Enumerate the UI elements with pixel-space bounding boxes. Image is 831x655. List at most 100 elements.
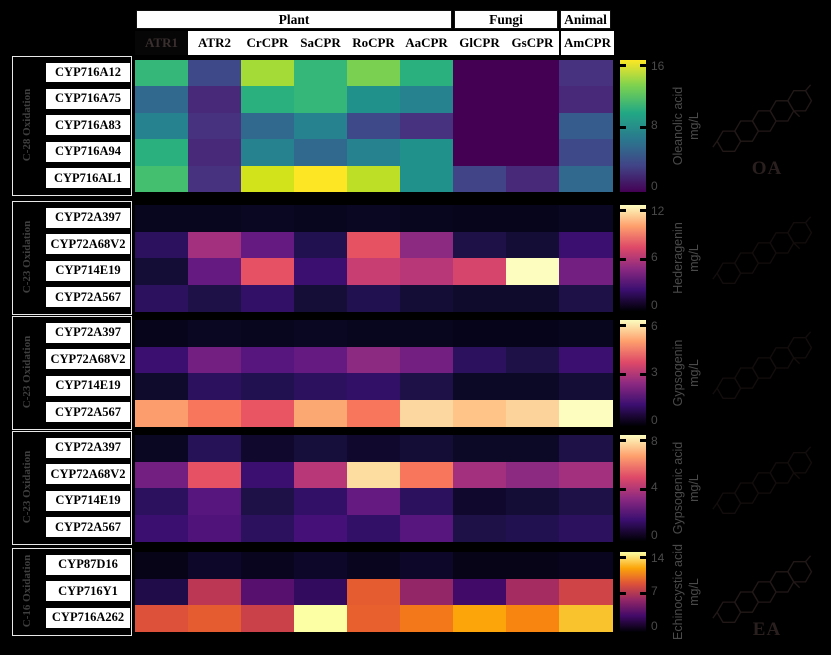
oxidation-group-frame <box>12 316 132 430</box>
row-label-cyp716a12: CYP716A12 <box>45 61 131 84</box>
colorbar-tick-label: 0 <box>651 528 658 542</box>
colorbar-tick-mark <box>640 556 646 559</box>
heatmap-cell <box>506 461 560 489</box>
row-label-cyp72a68v2: CYP72A68V2 <box>45 233 131 255</box>
heatmap-cell <box>347 346 401 374</box>
heatmap-cell <box>294 346 348 374</box>
heatmap-cell <box>347 231 401 259</box>
heatmap-cell <box>506 514 560 542</box>
colorbar-tick-mark <box>640 488 646 491</box>
oxidation-group-frame <box>12 201 132 315</box>
heatmap-cell <box>241 488 295 515</box>
heatmap-cell <box>400 578 454 606</box>
row-label-cyp716a75: CYP716A75 <box>45 87 131 110</box>
row-label-cyp72a397: CYP72A397 <box>45 321 131 344</box>
group-header-plant: Plant <box>136 10 452 29</box>
colorbar-tick-mark <box>640 324 646 327</box>
heatmap-cell <box>347 258 401 285</box>
heatmap-cell <box>135 578 189 606</box>
heatmap-cell <box>453 605 507 633</box>
heatmap-cell <box>135 139 189 167</box>
colorbar-tick-label: 8 <box>651 118 658 132</box>
heatmap-cell <box>347 165 401 193</box>
heatmap-cell <box>559 373 613 400</box>
heatmap-cell <box>506 399 560 427</box>
heatmap-cell <box>294 284 348 312</box>
heatmap-cell <box>506 112 560 140</box>
heatmap-cell <box>294 205 348 232</box>
heatmap-cell <box>347 605 401 633</box>
heatmap-cell <box>400 552 454 580</box>
colorbar-tick-mark <box>640 209 646 212</box>
heatmap-cell <box>453 165 507 193</box>
heatmap-cell <box>188 488 242 515</box>
heatmap-cell <box>559 60 613 87</box>
colorbar-tick-label: 0 <box>651 619 658 633</box>
colorbar-tick-label: 7 <box>651 584 658 598</box>
row-label-cyp72a567: CYP72A567 <box>45 401 131 423</box>
colorbar-tick-mark <box>620 126 626 129</box>
heatmap-cell <box>453 231 507 259</box>
heatmap-cell <box>241 435 295 462</box>
heatmap-cell <box>400 205 454 232</box>
product-name: Oleanolic acid <box>671 86 685 166</box>
heatmap-cell <box>559 258 613 285</box>
heatmap-cell <box>188 373 242 400</box>
heatmap-cell <box>188 578 242 606</box>
heatmap-cell <box>453 320 507 347</box>
heatmap-cell <box>400 112 454 140</box>
heatmap-cell <box>559 488 613 515</box>
column-header-amcpr: AmCPR <box>561 31 614 55</box>
heatmap-cell <box>347 60 401 87</box>
column-header-atr2: ATR2 <box>188 31 241 55</box>
row-label-cyp72a397: CYP72A397 <box>45 436 131 459</box>
heatmap-cell <box>400 488 454 515</box>
heatmap-cell <box>135 165 189 193</box>
heatmap-cell <box>506 284 560 312</box>
row-label-cyp716a83: CYP716A83 <box>45 114 131 137</box>
heatmap-cell <box>400 461 454 489</box>
heatmap-cell <box>188 605 242 633</box>
heatmap-cell <box>135 205 189 232</box>
heatmap-cell <box>453 258 507 285</box>
heatmap-cell <box>400 605 454 633</box>
heatmap-cell <box>241 60 295 87</box>
colorbar-tick-mark <box>640 126 646 129</box>
group-header-animal: Animal <box>560 10 611 29</box>
heatmap-cell <box>188 284 242 312</box>
heatmap-cell <box>559 514 613 542</box>
heatmap-cell <box>241 578 295 606</box>
row-label-cyp714e19: CYP714E19 <box>45 489 131 512</box>
row-label-cyp716a262: CYP716A262 <box>45 606 131 629</box>
heatmap-cell <box>400 284 454 312</box>
heatmap-cell <box>347 373 401 400</box>
heatmap-cell <box>453 399 507 427</box>
heatmap-cell <box>347 320 401 347</box>
heatmap-cell <box>506 258 560 285</box>
row-label-cyp87d16: CYP87D16 <box>45 553 131 576</box>
heatmap-cell <box>294 488 348 515</box>
oxidation-position-label: C-23 Oxidation <box>21 335 33 409</box>
heatmap-cell <box>294 258 348 285</box>
heatmap-cell <box>559 346 613 374</box>
column-header-rocpr: RoCPR <box>347 31 400 55</box>
column-header-gscpr: GsCPR <box>506 31 559 55</box>
heatmap-cell <box>506 488 560 515</box>
heatmap-cell <box>506 139 560 167</box>
heatmap-cell <box>559 578 613 606</box>
heatmap-cell <box>506 552 560 580</box>
colorbar-caption: Oleanolic acid mg/L <box>670 51 702 201</box>
oxidation-position-label: C-23 Oxidation <box>21 450 33 524</box>
heatmap-cell <box>241 399 295 427</box>
heatmap-cell <box>559 112 613 140</box>
heatmap-cell <box>241 552 295 580</box>
column-header-sacpr: SaCPR <box>294 31 347 55</box>
heatmap-cell <box>135 258 189 285</box>
heatmap-cell <box>241 86 295 114</box>
heatmap-cell <box>241 461 295 489</box>
heatmap-cell <box>347 205 401 232</box>
heatmap-cell <box>559 231 613 259</box>
heatmap-cell <box>506 578 560 606</box>
row-label-cyp72a567: CYP72A567 <box>45 286 131 308</box>
